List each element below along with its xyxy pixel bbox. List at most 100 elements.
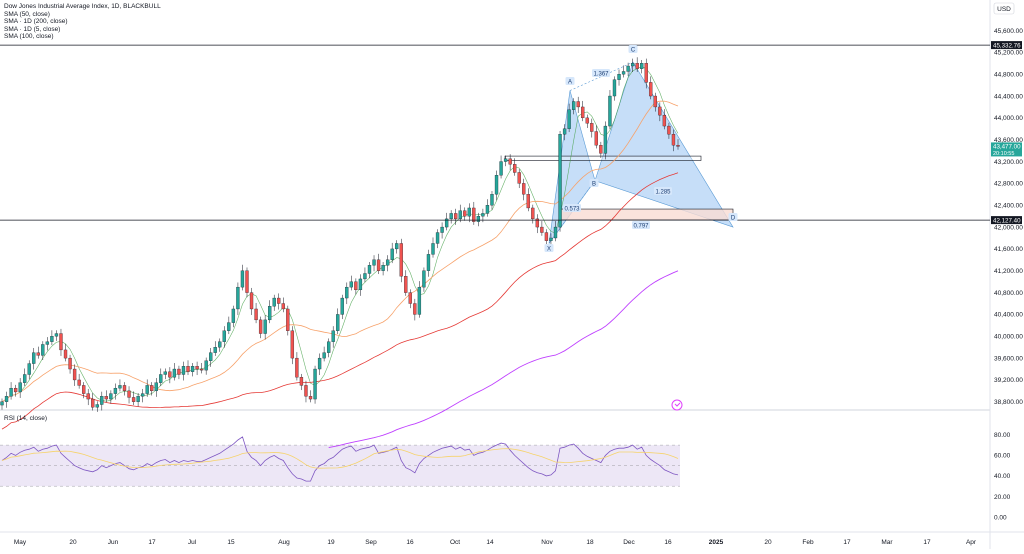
time-tick-label: Apr xyxy=(966,539,977,546)
candle-body xyxy=(458,210,462,220)
candle-body xyxy=(59,333,63,351)
pattern-labels: X A B C D 0.573 1.367 1.285 0.797 xyxy=(544,45,738,253)
candle-body xyxy=(154,382,158,392)
candle-body xyxy=(95,404,99,408)
candle-body xyxy=(644,63,648,83)
candle-body xyxy=(581,106,585,119)
candle-body xyxy=(327,341,331,353)
candle-body xyxy=(358,278,363,291)
candle-body xyxy=(508,158,512,165)
candle-body xyxy=(23,374,27,383)
indicator-sma200[interactable]: SMA · 1D (200, close) xyxy=(4,18,68,26)
candle-body xyxy=(336,314,340,331)
candle-body xyxy=(227,322,231,331)
candle-body xyxy=(404,276,408,293)
rsi-band xyxy=(0,444,680,487)
candle-body xyxy=(608,95,612,127)
candle-body xyxy=(36,352,40,356)
candle-body xyxy=(27,363,31,375)
candle-body xyxy=(558,134,562,228)
candle-body xyxy=(390,248,394,260)
time-tick-label: Jun xyxy=(108,539,119,546)
time-tick-label: 17 xyxy=(148,539,156,546)
chart-legend: Dow Jones Industrial Average Index, 1D, … xyxy=(4,3,161,41)
candle-body xyxy=(444,218,449,228)
candle-body xyxy=(549,237,553,241)
indicator-sma50[interactable]: SMA (50, close) xyxy=(4,10,50,18)
time-tick-label: 2025 xyxy=(709,539,724,546)
rsi-ma-line xyxy=(1,448,679,469)
rsi-tick-label: 40.00 xyxy=(994,473,1011,480)
candle-body xyxy=(82,385,86,394)
rsi-tick-label: 0.00 xyxy=(994,514,1007,521)
candle-body xyxy=(372,259,376,266)
candle-body xyxy=(594,131,598,146)
candle-body xyxy=(612,79,617,97)
price-tick-label: 45,600.00 xyxy=(994,28,1023,35)
time-tick-label: Oct xyxy=(450,539,460,546)
candle-body xyxy=(435,232,440,244)
candle-body xyxy=(467,207,471,217)
candle-body xyxy=(277,297,281,304)
candle-body xyxy=(113,387,118,394)
candle-body xyxy=(544,232,549,241)
candle-body xyxy=(540,226,544,233)
candle-body xyxy=(140,393,145,397)
rsi-title[interactable]: RSI (14, close) xyxy=(4,415,47,422)
point-a-label-bg xyxy=(565,77,575,85)
point-d-label: D xyxy=(731,216,736,222)
time-tick-label: Nov xyxy=(541,539,553,546)
time-tick-label: 18 xyxy=(586,539,594,546)
time-tick-label: 16 xyxy=(406,539,414,546)
candle-body xyxy=(531,207,535,220)
candle-body xyxy=(186,366,190,372)
candle-body xyxy=(127,390,131,398)
time-tick-label: 20 xyxy=(764,539,772,546)
candle-body xyxy=(86,393,90,400)
candle-body xyxy=(236,286,240,310)
candle-body xyxy=(68,357,72,370)
candle-body xyxy=(100,396,104,405)
rsi-tick-label: 80.00 xyxy=(994,432,1011,439)
candle-body xyxy=(77,379,81,386)
candle-body xyxy=(399,243,403,277)
candle-body xyxy=(304,385,308,397)
candle-body xyxy=(354,281,358,291)
candle-body xyxy=(517,172,521,184)
price-tick-label: 41,200.00 xyxy=(994,268,1023,275)
candle-body xyxy=(245,270,249,293)
time-tick-label: Dec xyxy=(623,539,635,546)
price-badge-label: 45,332.76 xyxy=(993,42,1021,49)
currency-box[interactable] xyxy=(993,2,1015,15)
symbol-title[interactable]: Dow Jones Industrial Average Index, 1D, … xyxy=(4,3,161,10)
price-tick-label: 44,400.00 xyxy=(994,93,1023,100)
sma200-line xyxy=(1,172,679,430)
indicator-sma5[interactable]: SMA · 1D (5, close) xyxy=(4,25,61,33)
candle-body xyxy=(172,368,177,378)
price-tick-label: 39,600.00 xyxy=(994,355,1023,362)
price-badge-sublabel: 20:10:55 xyxy=(993,151,1014,157)
candle-body xyxy=(177,368,181,375)
candle-body xyxy=(667,125,671,135)
candle-body xyxy=(290,330,295,359)
candle-body xyxy=(168,371,172,378)
price-tick-label: 43,600.00 xyxy=(994,137,1023,144)
indicator-sma100[interactable]: SMA (100, close) xyxy=(4,33,54,41)
candle-body xyxy=(585,117,589,124)
time-tick-label: 14 xyxy=(486,539,494,546)
point-b-label-bg xyxy=(589,179,599,187)
price-tick-label: 44,800.00 xyxy=(994,71,1023,78)
candle-body xyxy=(526,194,530,209)
price-tick-label: 42,800.00 xyxy=(994,181,1023,188)
ratio-bd-label: 1.285 xyxy=(655,190,671,196)
ratio-xd-label: 0.797 xyxy=(633,224,649,230)
candle-body xyxy=(676,145,680,147)
candle-body xyxy=(381,265,385,271)
candle-body xyxy=(440,226,444,233)
sma100-line xyxy=(328,270,679,449)
time-tick-label: May xyxy=(14,539,27,546)
replay-icon[interactable] xyxy=(671,399,683,411)
